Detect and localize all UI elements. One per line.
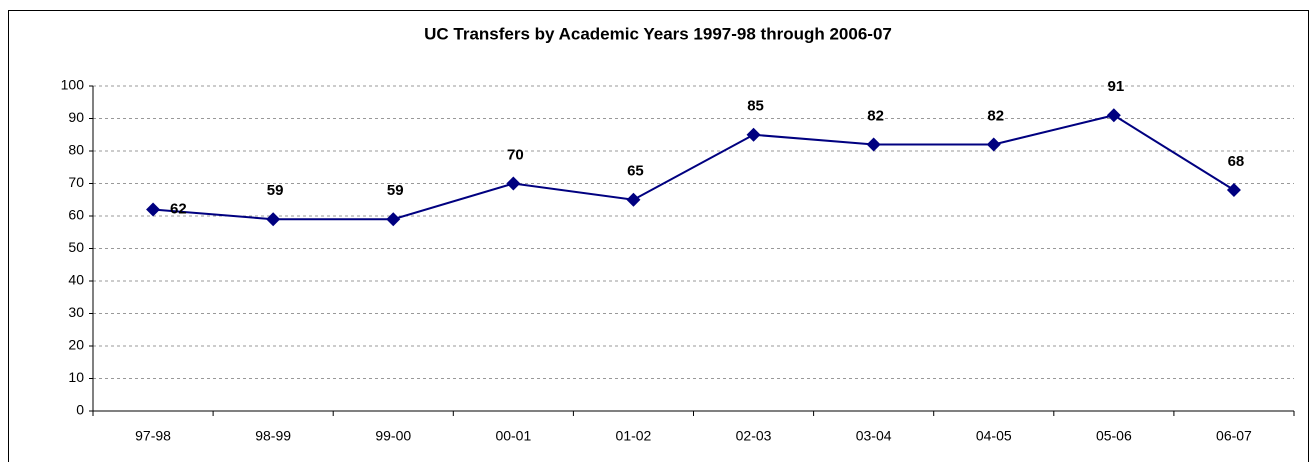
- y-tick-label: 70: [68, 174, 84, 190]
- y-tick-label: 60: [68, 207, 84, 223]
- x-tick-label: 06-07: [1216, 428, 1252, 444]
- data-label: 85: [747, 98, 764, 115]
- marker: [386, 212, 401, 227]
- y-tick-label: 30: [68, 304, 84, 320]
- x-tick-label: 01-02: [616, 428, 652, 444]
- x-tick-label: 05-06: [1096, 428, 1132, 444]
- y-tick-label: 20: [68, 337, 84, 353]
- x-tick-label: 97-98: [135, 428, 171, 444]
- data-label: 65: [627, 163, 644, 180]
- data-label: 82: [987, 107, 1004, 124]
- y-tick-label: 40: [68, 272, 84, 288]
- data-label: 91: [1108, 78, 1125, 95]
- x-tick-label: 02-03: [736, 428, 772, 444]
- y-tick-label: 10: [68, 369, 84, 385]
- x-tick-label: 98-99: [255, 428, 291, 444]
- y-tick-label: 50: [68, 239, 84, 255]
- marker: [986, 137, 1001, 152]
- x-tick-label: 04-05: [976, 428, 1012, 444]
- y-tick-label: 0: [76, 402, 84, 418]
- marker: [746, 127, 761, 142]
- marker: [146, 202, 161, 217]
- marker: [1226, 183, 1241, 197]
- data-label: 82: [867, 107, 884, 124]
- marker: [266, 212, 281, 227]
- x-tick-label: 00-01: [495, 428, 531, 444]
- data-label: 68: [1228, 153, 1245, 170]
- marker: [626, 192, 641, 207]
- y-tick-label: 80: [68, 142, 84, 158]
- x-tick-label: 03-04: [856, 428, 892, 444]
- marker: [506, 176, 521, 191]
- x-tick-label: 99-00: [375, 428, 411, 444]
- data-label: 70: [507, 146, 524, 163]
- data-label: 59: [387, 182, 404, 199]
- data-label: 62: [170, 200, 187, 217]
- chart-title: UC Transfers by Academic Years 1997-98 t…: [424, 24, 892, 43]
- y-tick-label: 90: [68, 109, 84, 125]
- line: [152, 114, 1235, 221]
- data-label: 59: [267, 182, 284, 199]
- marker: [1106, 108, 1121, 123]
- chart-border: [8, 10, 1309, 462]
- y-tick-label: 100: [61, 77, 85, 93]
- marker: [866, 137, 881, 152]
